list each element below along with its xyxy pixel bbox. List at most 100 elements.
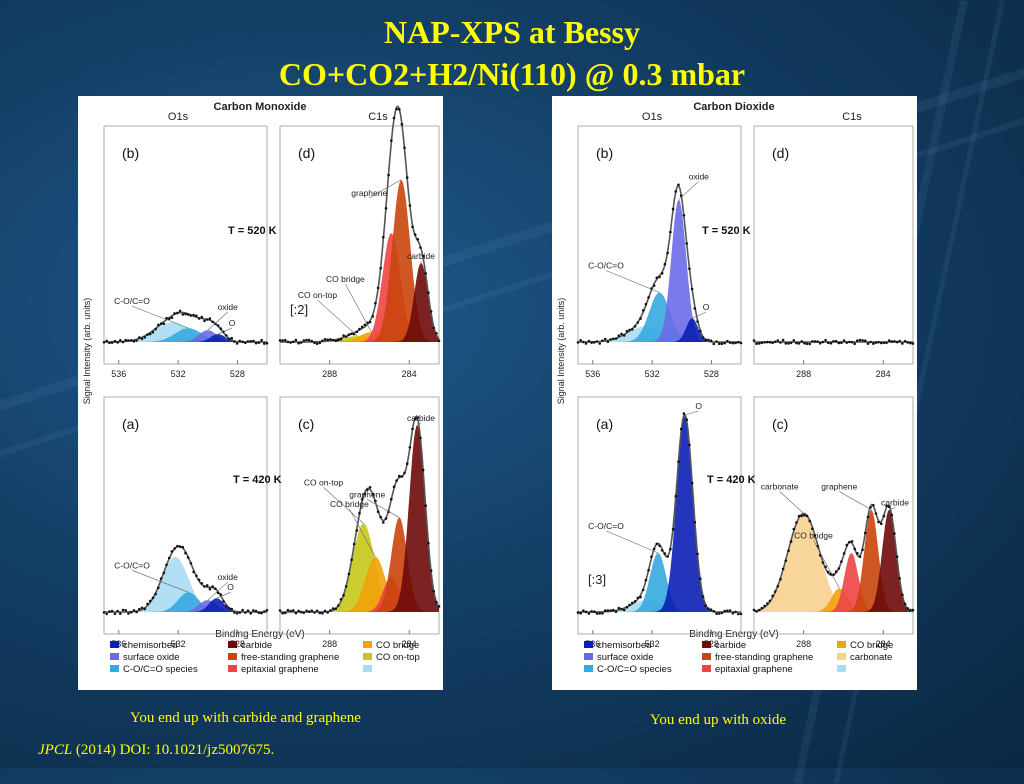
co2-panel-label-a: (a) [596, 416, 613, 432]
co-data-point [252, 340, 255, 343]
co-annotation: CO bridge [330, 499, 369, 509]
co2-data-point [604, 609, 607, 612]
co2-data-point [645, 579, 648, 582]
co-data-point [300, 611, 303, 614]
co2-data-point [737, 341, 740, 344]
co2-data-point [598, 612, 601, 615]
co-data-point [198, 579, 201, 582]
co2-data-point [612, 338, 615, 341]
co-data-point [217, 324, 220, 327]
co2-data-point [628, 329, 631, 332]
co-temperature-a: T = 420 K [233, 474, 282, 486]
co-data-point [398, 108, 401, 111]
co2-data-point [704, 338, 707, 341]
co-data-point [422, 469, 425, 472]
co-data-point [244, 341, 247, 344]
co-data-point [316, 342, 319, 345]
co2-data-point [769, 341, 772, 344]
co-tick-label: 288 [322, 639, 337, 649]
co2-legend-swatch-free_graphene [702, 653, 711, 660]
co-data-point [105, 340, 108, 343]
co2-data-point [838, 567, 841, 570]
co-annotation: oxide [218, 302, 239, 312]
co-data-point [334, 607, 337, 610]
co-data-point [241, 341, 244, 344]
co-data-point [369, 486, 372, 489]
co2-data-point [782, 339, 785, 342]
co-data-point [190, 314, 193, 317]
co2-data-point [806, 515, 809, 518]
co-data-point [348, 333, 351, 336]
co-data-point [356, 331, 359, 334]
co2-temperature-b: T = 520 K [702, 225, 751, 237]
co2-data-point [827, 571, 830, 574]
co2-c1s-label: C1s [842, 111, 862, 123]
co-data-point [149, 600, 152, 603]
co-data-point [255, 610, 258, 613]
co-data-point [427, 291, 430, 294]
co2-annotation-leader [606, 271, 660, 293]
co2-data-point [623, 334, 626, 337]
co2-data-point [893, 532, 896, 535]
co-data-point [225, 605, 228, 608]
co-data-point [157, 587, 160, 590]
co-data-point [225, 334, 228, 337]
co2-data-point [906, 341, 909, 344]
co2-data-point [715, 340, 718, 343]
co2-data-point [623, 609, 626, 612]
co-legend-label-co_bridge: CO bridge [376, 640, 419, 651]
co2-data-point [710, 608, 713, 611]
co-legend-label-carbide: carbide [241, 640, 272, 651]
co2-data-point [763, 341, 766, 344]
co-legend-swatch-co_bridge [363, 641, 372, 648]
co-data-point [173, 312, 176, 315]
co2-annotation: C-O/C=O [588, 261, 624, 271]
co-legend-swatch-coc_species_light [363, 665, 372, 672]
co2-data-point [707, 607, 710, 610]
co2-data-point [590, 341, 593, 344]
co-title: Carbon Monoxide [214, 101, 307, 113]
co-data-point [289, 341, 292, 344]
co-data-point [138, 608, 141, 611]
co2-tick-label: 288 [796, 639, 811, 649]
co2-data-point [656, 277, 659, 280]
co2-tick-label: 532 [645, 369, 660, 379]
slide-title-line2: CO+CO2+H2/Ni(110) @ 0.3 mbar [0, 56, 1024, 93]
co2-legend-swatch-carbonate [837, 653, 846, 660]
co-data-point [316, 610, 319, 613]
co2-data-point [704, 604, 707, 607]
co2-annotation: O [695, 401, 702, 411]
co-annotation-leader [318, 300, 358, 336]
co2-data-point [721, 342, 724, 345]
co2-data-point [864, 339, 867, 342]
co-data-point [141, 338, 144, 341]
co2-data-point [685, 418, 688, 421]
co2-tick-label: 288 [796, 369, 811, 379]
co-data-point [300, 341, 303, 344]
co2-data-point [848, 341, 851, 344]
co2-data-point [753, 609, 756, 612]
co-data-point [340, 598, 343, 601]
co2-annotation-leader [839, 492, 871, 510]
co2-data-point [822, 561, 825, 564]
co-data-point [295, 612, 298, 615]
co2-legend-label-carbonate: carbonate [850, 652, 892, 663]
co-data-point [281, 339, 284, 342]
co2-data-point [710, 339, 713, 342]
co-data-point [108, 610, 111, 613]
co2-data-point [774, 590, 777, 593]
co-data-point [190, 562, 193, 565]
co-data-point [127, 339, 130, 342]
co-data-point [284, 612, 287, 615]
co2-data-point [843, 552, 846, 555]
co2-annotation: O [703, 302, 710, 312]
co2-data-point [628, 604, 631, 607]
co2-data-point [843, 339, 846, 342]
co-annotation: CO on-top [304, 477, 343, 487]
co-annotation: C-O/C=O [114, 560, 150, 570]
co2-annotation: C-O/C=O [588, 521, 624, 531]
co2-data-point [824, 339, 827, 342]
co2-data-point [811, 340, 814, 343]
co-data-point [342, 594, 345, 597]
co-data-point [393, 486, 396, 489]
